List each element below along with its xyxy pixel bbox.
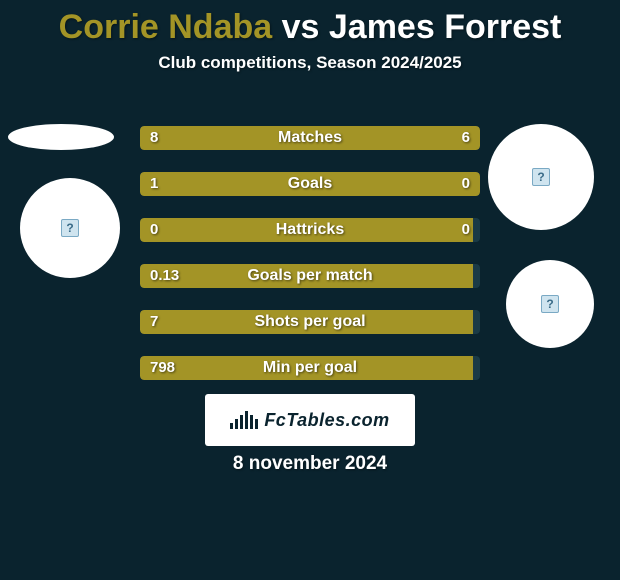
stat-row: Min per goal798 bbox=[140, 356, 480, 380]
stat-value-right: 6 bbox=[462, 126, 470, 150]
decor-circle-right-top: ? bbox=[488, 124, 594, 230]
stat-value-left: 8 bbox=[150, 126, 158, 150]
player1-name: Corrie Ndaba bbox=[59, 8, 273, 46]
stat-value-left: 1 bbox=[150, 172, 158, 196]
stat-row: Hattricks0 0 bbox=[140, 218, 480, 242]
stat-value-left: 798 bbox=[150, 356, 175, 380]
comparison-title: Corrie Ndaba vs James Forrest bbox=[0, 0, 620, 47]
fctables-text: FcTables.com bbox=[264, 410, 389, 431]
comparison-subtitle: Club competitions, Season 2024/2025 bbox=[0, 53, 620, 73]
stat-value-left: 0.13 bbox=[150, 264, 179, 288]
stat-value-right: 0 bbox=[462, 172, 470, 196]
stat-label: Hattricks bbox=[140, 218, 480, 242]
player2-name: James Forrest bbox=[329, 8, 561, 46]
stat-row: Goals per match0.13 bbox=[140, 264, 480, 288]
bars-icon bbox=[230, 411, 258, 429]
stat-label: Goals per match bbox=[140, 264, 480, 288]
stat-label: Goals bbox=[140, 172, 480, 196]
decor-circle-left: ? bbox=[20, 178, 120, 278]
question-icon: ? bbox=[61, 219, 79, 237]
stat-value-left: 7 bbox=[150, 310, 158, 334]
stat-label: Shots per goal bbox=[140, 310, 480, 334]
decor-ellipse bbox=[8, 124, 114, 150]
question-icon: ? bbox=[541, 295, 559, 313]
stat-row: Matches8 6 bbox=[140, 126, 480, 150]
stat-label: Min per goal bbox=[140, 356, 480, 380]
decor-circle-right-bot: ? bbox=[506, 260, 594, 348]
stat-value-right: 0 bbox=[462, 218, 470, 242]
footer-date: 8 november 2024 bbox=[0, 453, 620, 475]
fctables-badge: FcTables.com bbox=[205, 394, 415, 446]
stat-value-left: 0 bbox=[150, 218, 158, 242]
vs-text: vs bbox=[282, 8, 329, 46]
stat-row: Goals1 0 bbox=[140, 172, 480, 196]
stat-label: Matches bbox=[140, 126, 480, 150]
stat-row: Shots per goal7 bbox=[140, 310, 480, 334]
question-icon: ? bbox=[532, 168, 550, 186]
